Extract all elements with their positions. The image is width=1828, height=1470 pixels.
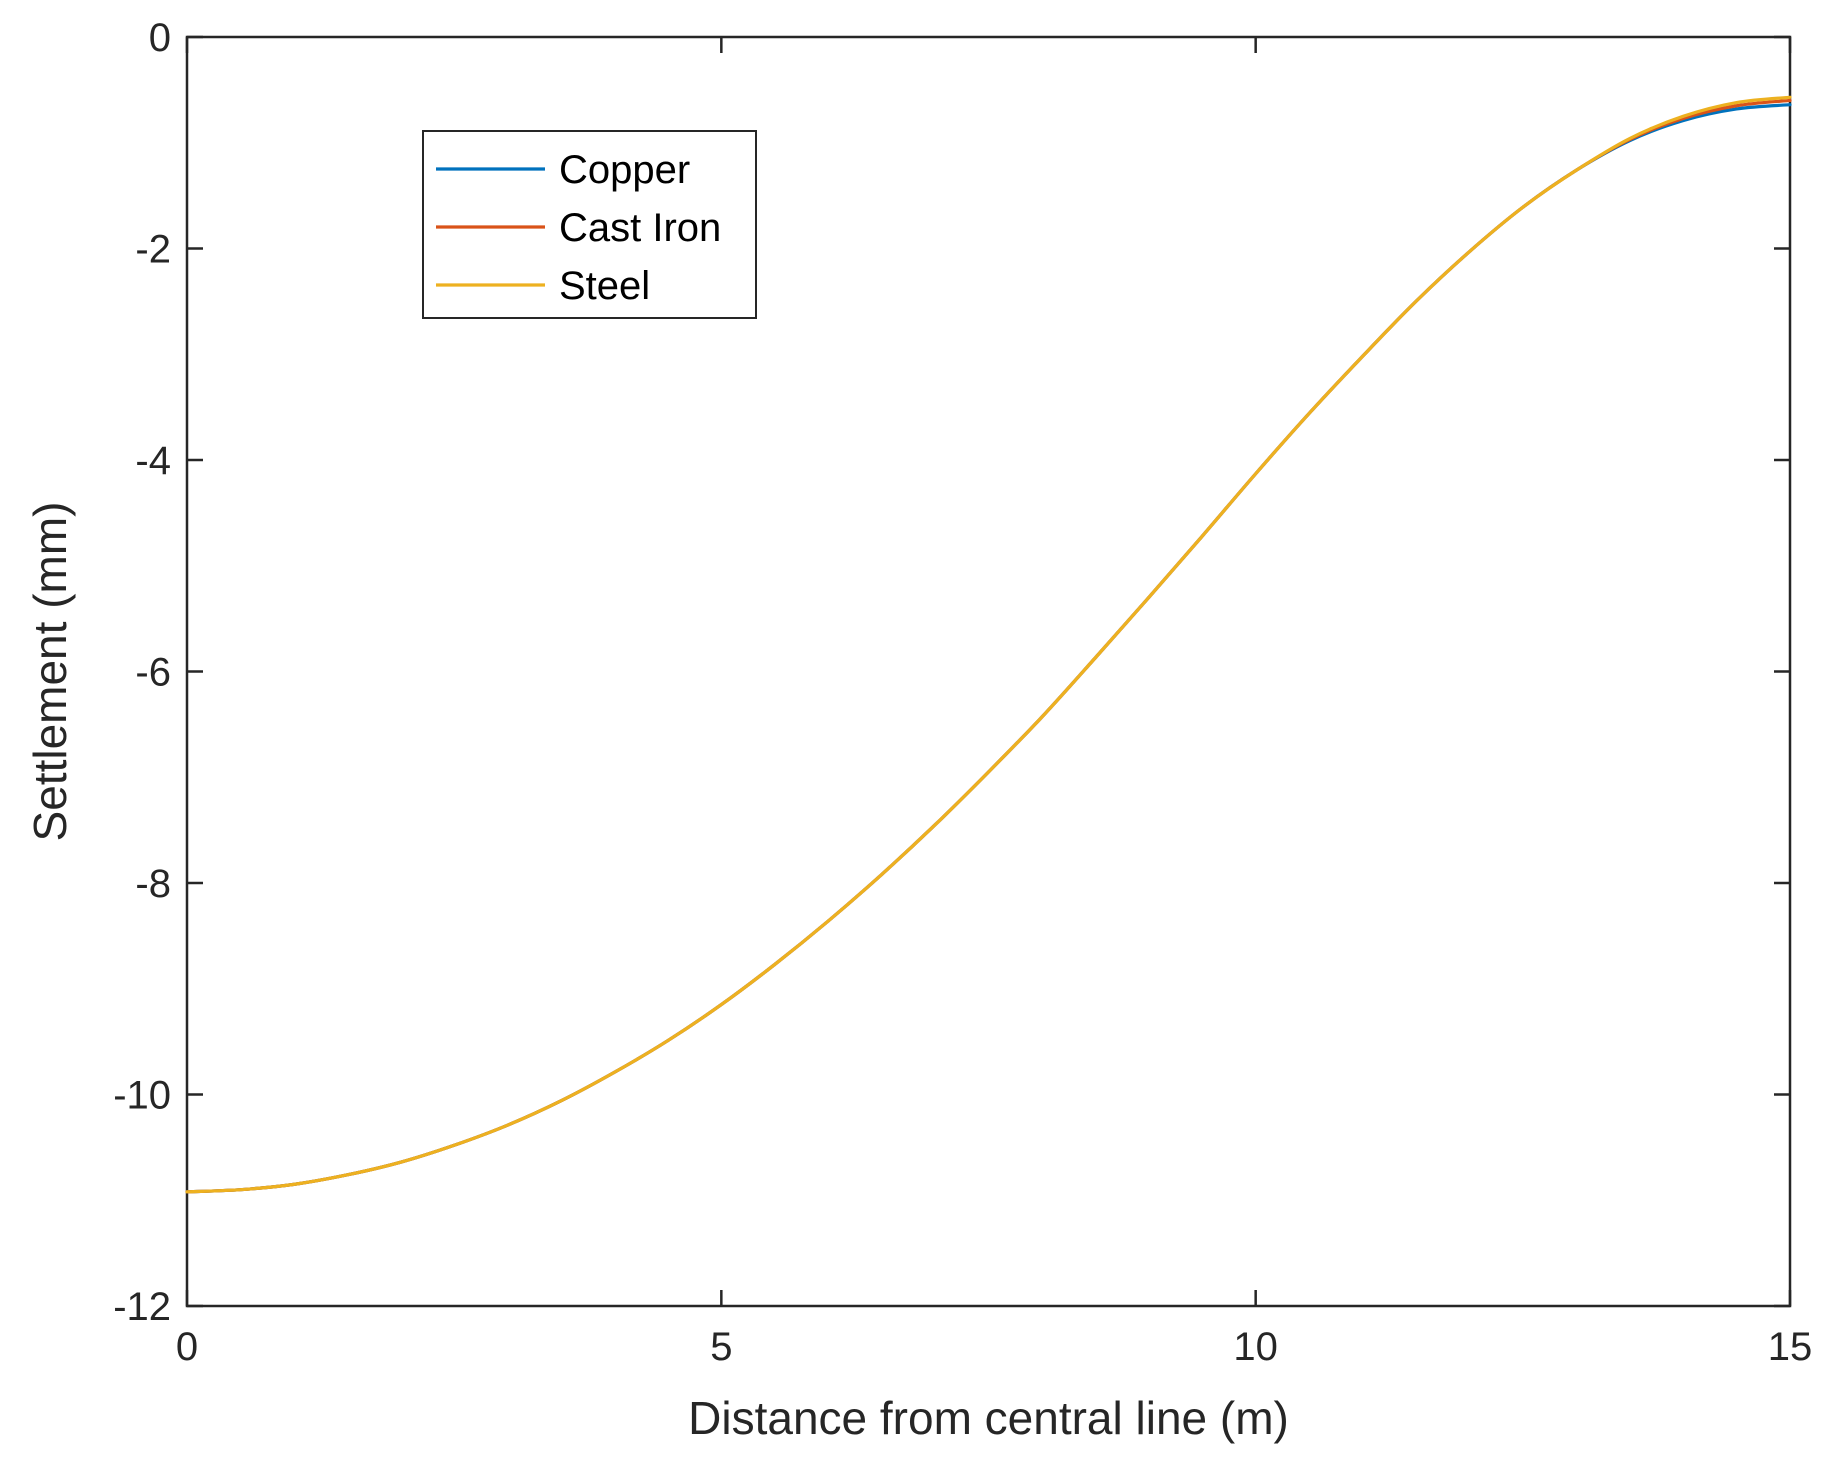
x-axis-label: Distance from central line (m) bbox=[688, 1392, 1289, 1444]
y-tick-label: -6 bbox=[135, 651, 171, 695]
legend-box bbox=[422, 130, 757, 319]
y-tick-label: -2 bbox=[135, 228, 171, 272]
y-tick-label: -10 bbox=[113, 1074, 171, 1118]
y-tick-label: -4 bbox=[135, 439, 171, 483]
y-tick-label: -8 bbox=[135, 862, 171, 906]
x-tick-label: 15 bbox=[1768, 1325, 1813, 1369]
x-tick-label: 0 bbox=[176, 1325, 198, 1369]
legend-label: Copper bbox=[559, 148, 690, 192]
legend-label: Steel bbox=[559, 264, 650, 308]
y-tick-labels: -12 -10 -8 -6 -4 -2 0 bbox=[113, 16, 171, 1329]
series-lines bbox=[185, 95, 1792, 1194]
x-tick-label: 10 bbox=[1233, 1325, 1278, 1369]
series-line-steel bbox=[185, 95, 1792, 1194]
y-tick-label: 0 bbox=[149, 16, 171, 60]
legend-label: Cast Iron bbox=[559, 206, 721, 250]
legend: Copper Cast Iron Steel bbox=[422, 130, 757, 319]
legend-entries: Copper Cast Iron Steel bbox=[436, 148, 721, 308]
x-tick-label: 5 bbox=[710, 1325, 732, 1369]
axis-ticks bbox=[185, 35, 1792, 1308]
x-tick-labels: 0 5 10 15 bbox=[176, 1325, 1812, 1369]
y-axis-label: Settlement (mm) bbox=[24, 502, 76, 842]
y-tick-label: -12 bbox=[113, 1285, 171, 1329]
